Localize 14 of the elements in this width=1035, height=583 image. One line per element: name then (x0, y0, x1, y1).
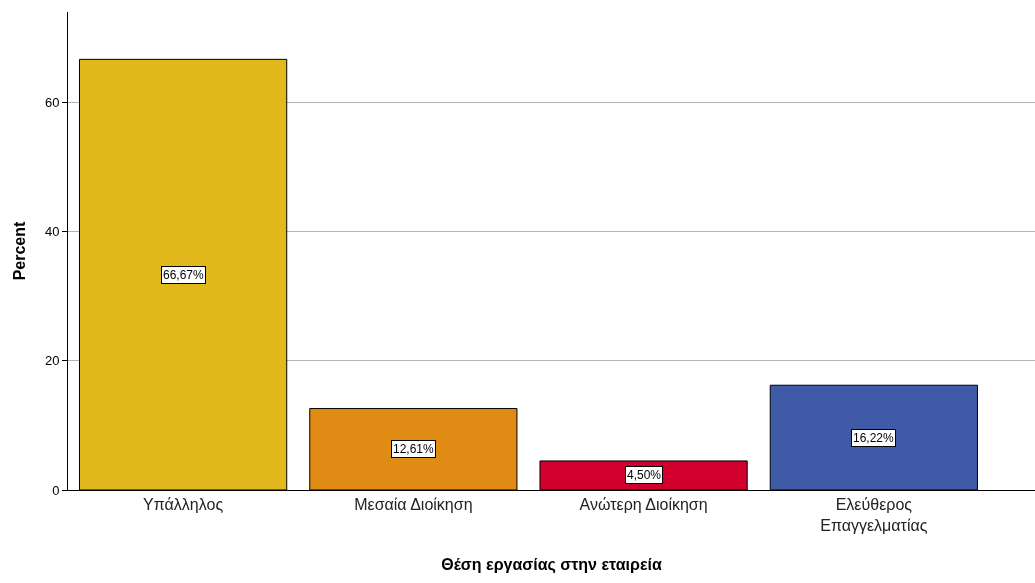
x-tick-label: Μεσαία Διοίκηση (354, 496, 473, 514)
x-axis-title: Θέση εργασίας στην εταιρεία (441, 555, 662, 574)
y-tick-label: 60 (44, 94, 60, 110)
data-label: 4,50% (627, 468, 662, 482)
data-label: 66,67% (163, 268, 205, 282)
y-axis-title: Percent (10, 220, 28, 281)
y-tick-label: 0 (52, 482, 60, 498)
data-label: 12,61% (393, 442, 435, 456)
y-tick-label: 20 (44, 353, 60, 369)
x-tick-label: Ελεύθερος Επαγγελματίας (820, 496, 928, 534)
y-tick-label: 40 (44, 224, 60, 240)
x-tick-label: Ανώτερη Διοίκηση (579, 496, 708, 514)
x-tick-label: Υπάλληλος (143, 496, 224, 514)
data-label: 16,22% (853, 431, 895, 445)
